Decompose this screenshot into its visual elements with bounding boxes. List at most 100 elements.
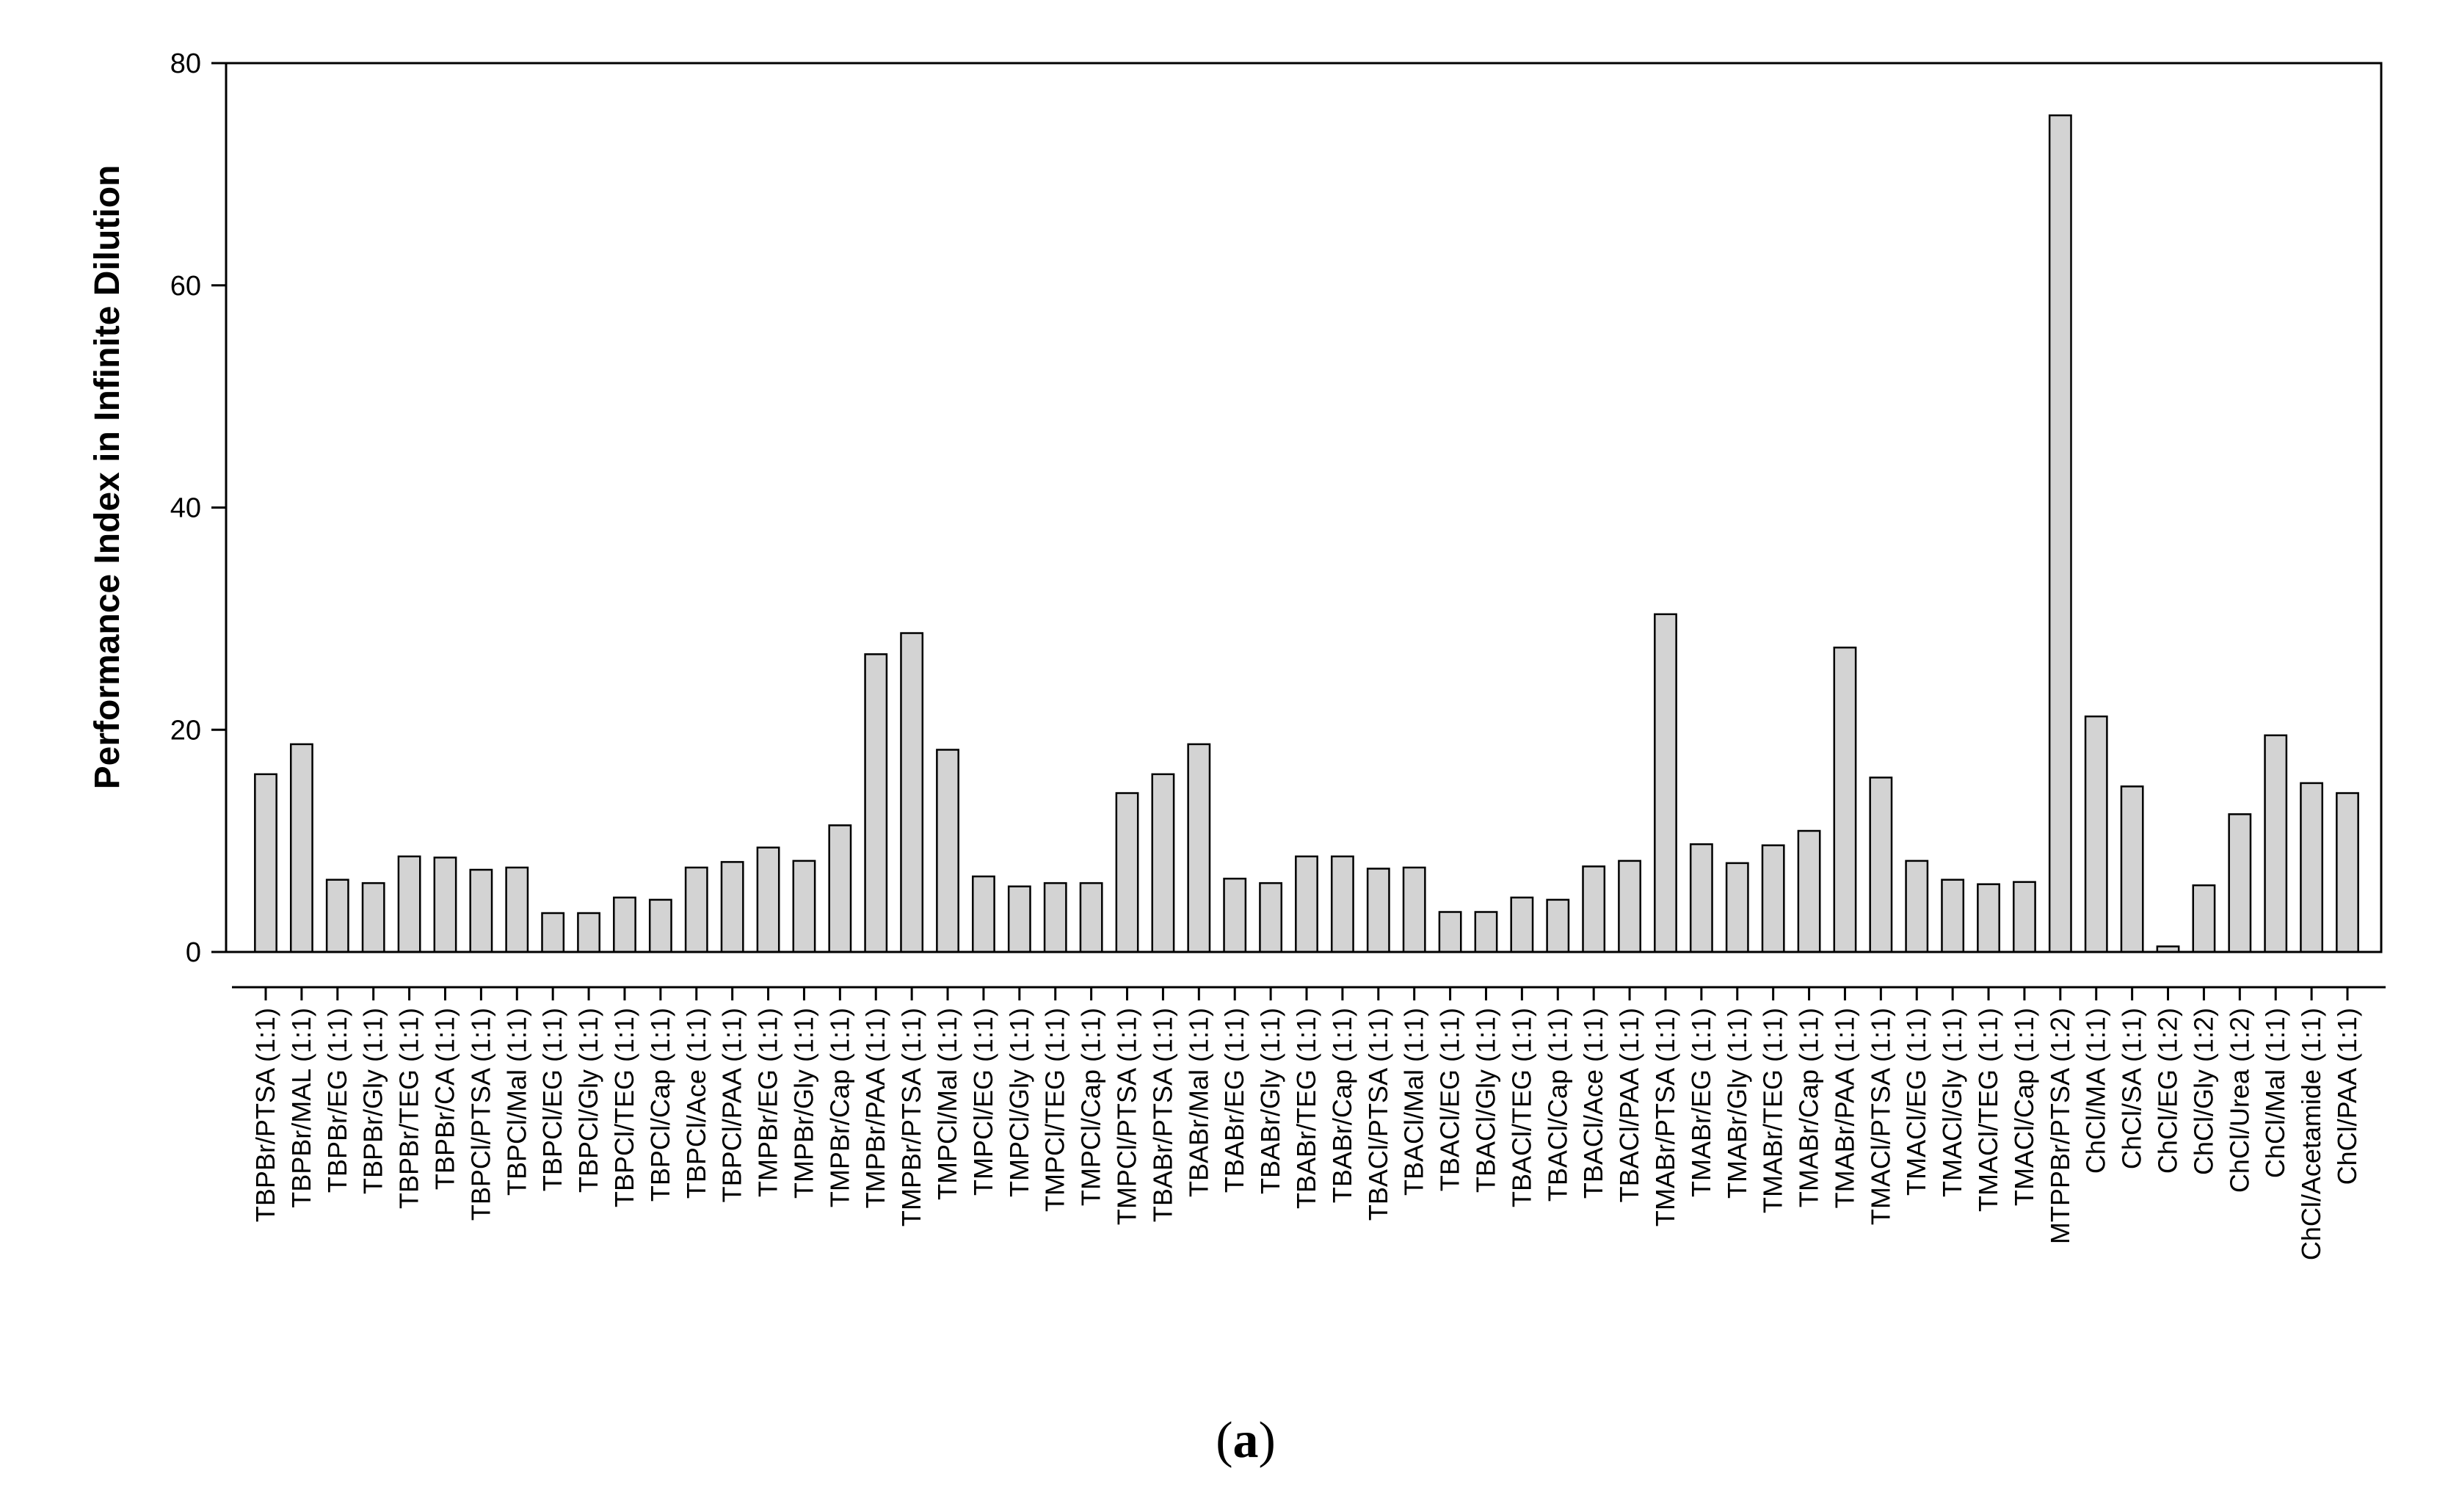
x-tick-label: TMPBr/PTSA (1:1) xyxy=(896,1008,926,1226)
y-tick-label: 20 xyxy=(170,715,201,746)
x-tick-label: TBPBr/CA (1:1) xyxy=(429,1008,460,1190)
x-tick-label: TMPCl/Gly (1:1) xyxy=(1004,1008,1034,1197)
bar xyxy=(2048,114,2072,953)
x-tick-label: TBACl/PAA (1:1) xyxy=(1614,1008,1644,1202)
x-tick-label: MTPPBr/PTSA (1:2) xyxy=(2045,1008,2075,1244)
x-tick-label: TBABr/TEG (1:1) xyxy=(1291,1008,1321,1209)
x-tick-label: ChCl/Urea (1:2) xyxy=(2224,1008,2254,1193)
bar xyxy=(756,846,780,953)
x-tick-label: TBPCl/TEG (1:1) xyxy=(609,1008,639,1207)
x-tick-label: TBPCl/Gly (1:1) xyxy=(573,1008,603,1193)
x-tick-label: TBPCl/PAA (1:1) xyxy=(717,1008,747,1202)
bar xyxy=(1941,879,1965,953)
y-tick-label: 80 xyxy=(170,48,201,79)
x-tick-label: TBACl/Gly (1:1) xyxy=(1470,1008,1500,1193)
x-tick-label: TMABr/EG (1:1) xyxy=(1686,1008,1716,1197)
x-tick-label: TMABr/Cap (1:1) xyxy=(1794,1008,1824,1207)
bar xyxy=(1689,843,1713,953)
y-axis-title: Performance Index in Infinite Dilution xyxy=(88,165,127,790)
x-tick-label: TMPCl/PTSA (1:1) xyxy=(1112,1008,1142,1225)
x-tick-label: TMABr/PAA (1:1) xyxy=(1829,1008,1859,1208)
x-tick-label: TMACl/Cap (1:1) xyxy=(2009,1008,2039,1206)
bar xyxy=(1438,911,1462,953)
x-tick-label: ChCl/Acetamide (1:1) xyxy=(2296,1008,2326,1260)
bar xyxy=(1187,743,1211,953)
bar xyxy=(648,898,672,953)
y-axis: 0 20 40 60 80 xyxy=(170,48,226,968)
bar xyxy=(1546,898,1570,953)
bar xyxy=(1259,882,1283,953)
x-tick-label: TMPBr/Cap (1:1) xyxy=(824,1008,854,1207)
x-tick-label: TBPBr/PTSA (1:1) xyxy=(250,1008,280,1222)
bar xyxy=(541,912,565,953)
bar xyxy=(1510,896,1534,953)
bar xyxy=(2264,734,2288,953)
bar xyxy=(1402,866,1426,953)
bar xyxy=(254,773,277,953)
figure-caption: (a) xyxy=(1216,1412,1276,1469)
x-tick-label: TMACl/TEG (1:1) xyxy=(1973,1008,2003,1212)
bar xyxy=(828,824,852,953)
x-tick-label: TBPCl/EG (1:1) xyxy=(537,1008,567,1191)
bar xyxy=(1295,855,1318,953)
bar xyxy=(792,859,816,953)
bar xyxy=(684,866,708,953)
x-tick-label: TBACl/TEG (1:1) xyxy=(1506,1008,1536,1207)
bar xyxy=(2013,881,2036,953)
x-tick-label: TBACl/Cap (1:1) xyxy=(1542,1008,1572,1202)
x-tick-label: TBPCl/Ace (1:1) xyxy=(681,1008,711,1199)
bar xyxy=(2336,792,2359,953)
x-tick-label: ChCl/Gly (1:2) xyxy=(2188,1008,2218,1175)
x-tick-label: TBABr/Mal (1:1) xyxy=(1183,1008,1213,1197)
x-tick-label: TBABr/PTSA (1:1) xyxy=(1147,1008,1177,1222)
bar xyxy=(1654,613,1677,953)
bar xyxy=(1474,911,1498,953)
x-tick-label: TBPCl/PTSA (1:1) xyxy=(465,1008,495,1221)
bar xyxy=(1977,883,2000,953)
x-tick-label: TBPCl/Cap (1:1) xyxy=(645,1008,675,1202)
bar xyxy=(505,866,529,953)
x-tick-label: TBACl/Ace (1:1) xyxy=(1578,1008,1608,1199)
x-tick-label: ChCl/MA (1:1) xyxy=(2081,1008,2111,1174)
bar xyxy=(1761,844,1785,953)
x-tick-label: TMACl/EG (1:1) xyxy=(1901,1008,1931,1196)
x-tick-label: TMABr/PTSA (1:1) xyxy=(1650,1008,1680,1226)
bar xyxy=(1618,859,1641,953)
bar xyxy=(2120,785,2144,953)
bar xyxy=(577,912,600,953)
x-axis: TBPBr/PTSA (1:1) TBPBr/MAL (1:1) TBPBr/EG … xyxy=(250,987,2362,1260)
bar xyxy=(433,857,457,953)
bar xyxy=(613,896,636,953)
x-tick-label: TBACl/PTSA (1:1) xyxy=(1363,1008,1393,1221)
bar xyxy=(1151,773,1175,953)
x-tick-label: TBABr/Cap (1:1) xyxy=(1327,1008,1357,1203)
bar xyxy=(2228,813,2252,953)
x-tick-label: TBACl/Mal (1:1) xyxy=(1399,1008,1429,1196)
x-tick-label: TBPBr/Gly (1:1) xyxy=(358,1008,388,1194)
bar xyxy=(1869,777,1893,953)
x-tick-label: TMPCl/Cap (1:1) xyxy=(1076,1008,1106,1206)
bar xyxy=(2192,884,2216,953)
bar xyxy=(900,632,924,953)
bar xyxy=(864,653,888,953)
bar xyxy=(1223,877,1247,953)
plot-frame xyxy=(225,62,2383,953)
x-tick-label: TBPCl/Mal (1:1) xyxy=(501,1008,531,1196)
x-tick-label: TMPBr/Gly (1:1) xyxy=(788,1008,818,1199)
bar xyxy=(1725,862,1749,953)
bar xyxy=(469,868,493,953)
y-tick-label: 60 xyxy=(170,271,201,302)
x-tick-label: TMPCl/TEG (1:1) xyxy=(1040,1008,1070,1212)
x-tick-label: TMPBr/EG (1:1) xyxy=(753,1008,783,1197)
x-tick-label: TBABr/EG (1:1) xyxy=(1219,1008,1249,1193)
bar xyxy=(1366,868,1390,953)
x-tick-label: TMPBr/PAA (1:1) xyxy=(860,1008,890,1208)
bar xyxy=(1582,865,1606,953)
bars-group xyxy=(254,114,2359,953)
bar xyxy=(1007,885,1031,953)
x-tick-label: ChCl/SA (1:1) xyxy=(2117,1008,2147,1169)
bar xyxy=(936,749,959,953)
x-tick-label: TBACl/EG (1:1) xyxy=(1435,1008,1465,1191)
x-tick-label: TMABr/Gly (1:1) xyxy=(1722,1008,1752,1199)
